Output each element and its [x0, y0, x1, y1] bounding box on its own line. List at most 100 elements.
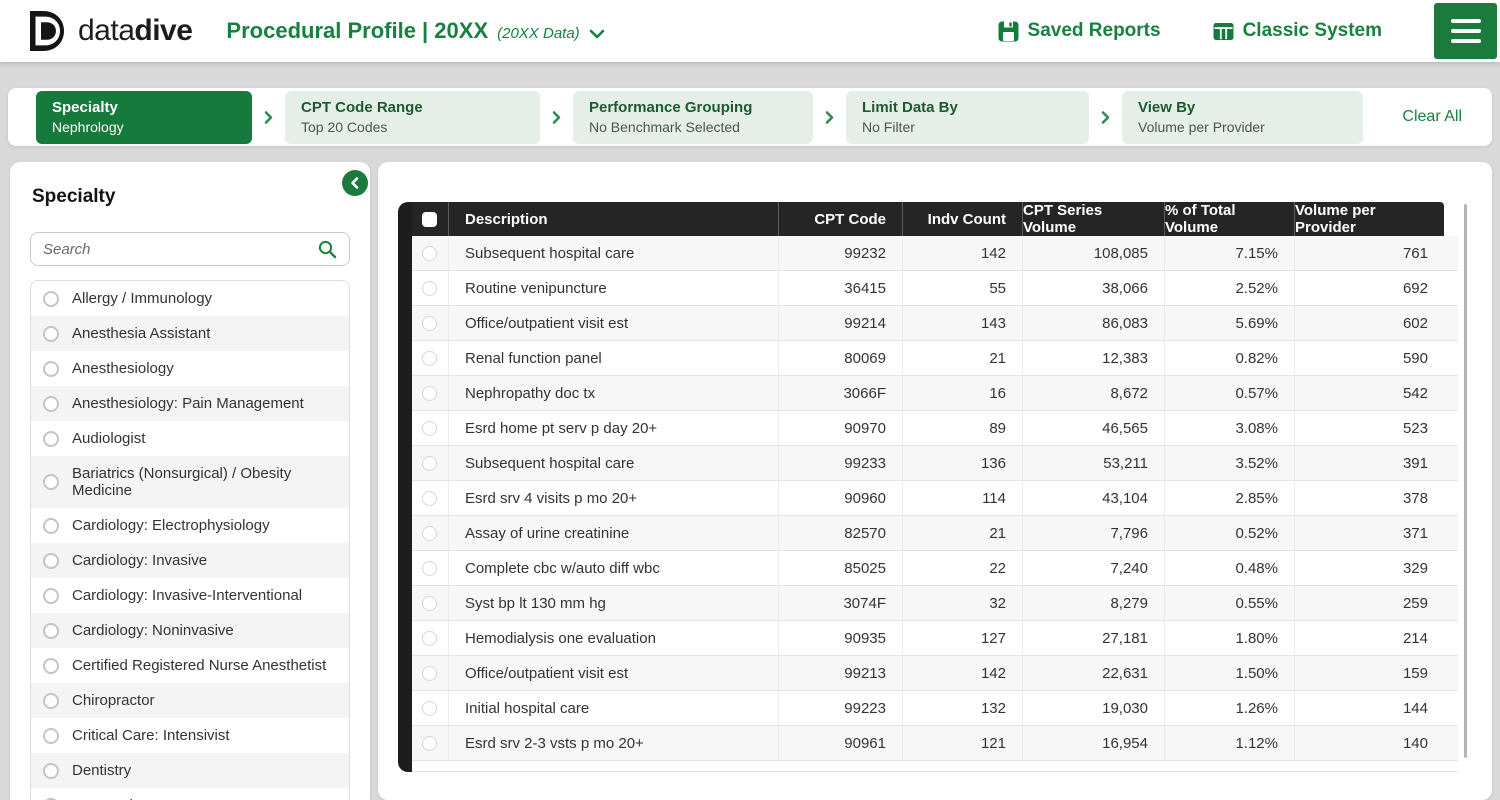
- row-checkbox[interactable]: [422, 595, 437, 611]
- specialty-list-item[interactable]: Anesthesiology: Pain Management: [31, 386, 349, 421]
- radio-button[interactable]: [43, 474, 59, 490]
- row-checkbox-cell: [411, 481, 448, 515]
- radio-button[interactable]: [43, 587, 59, 604]
- specialty-list-item[interactable]: Cardiology: Noninvasive: [31, 613, 349, 648]
- sidebar-collapse-button[interactable]: [342, 170, 368, 196]
- filter-step[interactable]: Performance Grouping No Benchmark Select…: [573, 90, 813, 144]
- table-scrollbar[interactable]: [1464, 204, 1467, 758]
- page-title: Procedural Profile | 20XX: [226, 18, 489, 43]
- content-area: Specialty Allergy / Immunology Anesthesi…: [10, 162, 1492, 800]
- row-checkbox[interactable]: [422, 630, 437, 646]
- specialty-list-item[interactable]: Cardiology: Electrophysiology: [31, 508, 349, 543]
- row-checkbox[interactable]: [422, 420, 437, 436]
- specialty-list-item[interactable]: Chiropractor: [31, 683, 349, 718]
- row-checkbox[interactable]: [422, 245, 437, 261]
- cell-cpt-code: 99233: [778, 446, 902, 480]
- specialty-item-label: Bariatrics (Nonsurgical) / Obesity Medic…: [72, 465, 292, 499]
- row-checkbox[interactable]: [422, 315, 437, 331]
- logo-wordmark: datadive: [78, 14, 193, 48]
- radio-button[interactable]: [43, 657, 59, 674]
- cell-description: Subsequent hospital care: [448, 236, 778, 270]
- cell-cpt-code: 90961: [778, 726, 902, 760]
- specialty-list-item[interactable]: Allergy / Immunology: [31, 281, 349, 316]
- radio-button[interactable]: [43, 692, 59, 709]
- row-checkbox[interactable]: [422, 385, 437, 401]
- specialty-list-item[interactable]: Dentistry: [31, 753, 349, 788]
- hamburger-menu-button[interactable]: [1434, 3, 1497, 59]
- saved-reports-link[interactable]: Saved Reports: [998, 20, 1161, 42]
- column-header-pct-total-volume[interactable]: % of Total Volume: [1164, 202, 1294, 236]
- radio-button[interactable]: [43, 430, 59, 447]
- radio-button[interactable]: [43, 360, 59, 377]
- cell-cpt-code: 90960: [778, 481, 902, 515]
- specialty-list-item[interactable]: Dermatology: [31, 788, 349, 800]
- specialty-list-item[interactable]: Cardiology: Invasive-Interventional: [31, 578, 349, 613]
- specialty-item-label: Critical Care: Intensivist: [72, 727, 230, 744]
- specialty-list-item[interactable]: Certified Registered Nurse Anesthetist: [31, 648, 349, 683]
- report-title-dropdown[interactable]: Procedural Profile | 20XX (20XX Data): [226, 18, 604, 44]
- cell-pct-total-volume: 0.55%: [1164, 586, 1294, 620]
- cell-cpt-code: 85025: [778, 551, 902, 585]
- specialty-list-item[interactable]: Anesthesiology: [31, 351, 349, 386]
- row-gutter: [1444, 341, 1458, 375]
- search-input[interactable]: [43, 240, 318, 258]
- specialty-list-item[interactable]: Cardiology: Invasive: [31, 543, 349, 578]
- radio-button[interactable]: [43, 622, 59, 639]
- table-row: Office/outpatient visit est 99213 142 22…: [411, 656, 1458, 691]
- row-checkbox[interactable]: [422, 735, 437, 751]
- clear-all-button[interactable]: Clear All: [1402, 108, 1462, 125]
- row-checkbox[interactable]: [422, 490, 437, 506]
- radio-button[interactable]: [43, 517, 59, 534]
- table-columns-icon: [1213, 22, 1234, 40]
- chevron-down-icon: [589, 26, 605, 44]
- specialty-list-item[interactable]: Anesthesia Assistant: [31, 316, 349, 351]
- cell-cpt-series-volume: 38,066: [1022, 271, 1164, 305]
- row-checkbox[interactable]: [422, 350, 437, 366]
- cell-description: Esrd home pt serv p day 20+: [448, 411, 778, 445]
- cell-indv-count: 121: [902, 726, 1022, 760]
- filter-step[interactable]: Limit Data By No Filter: [846, 90, 1089, 144]
- row-checkbox[interactable]: [422, 665, 437, 681]
- sidebar-title: Specialty: [32, 186, 116, 207]
- specialty-item-label: Chiropractor: [72, 692, 155, 709]
- cell-cpt-code: 36415: [778, 271, 902, 305]
- column-header-description[interactable]: Description: [448, 202, 778, 236]
- row-checkbox-cell: [411, 271, 448, 305]
- filter-step[interactable]: Specialty Nephrology: [36, 90, 252, 144]
- cell-cpt-series-volume: 7,796: [1022, 516, 1164, 550]
- specialty-list-item[interactable]: Critical Care: Intensivist: [31, 718, 349, 753]
- cell-pct-total-volume: 0.57%: [1164, 376, 1294, 410]
- classic-system-link[interactable]: Classic System: [1213, 20, 1382, 42]
- cell-indv-count: 89: [902, 411, 1022, 445]
- row-checkbox[interactable]: [422, 700, 437, 716]
- column-header-cpt-series-volume[interactable]: CPT Series Volume: [1022, 202, 1164, 236]
- column-header-cpt-code[interactable]: CPT Code: [778, 202, 902, 236]
- radio-button[interactable]: [43, 395, 59, 412]
- radio-button[interactable]: [43, 552, 59, 569]
- cell-description: Nephropathy doc tx: [448, 376, 778, 410]
- cell-indv-count: 21: [902, 516, 1022, 550]
- radio-button[interactable]: [43, 727, 59, 744]
- filter-step[interactable]: View By Volume per Provider: [1122, 90, 1363, 144]
- filter-step[interactable]: CPT Code Range Top 20 Codes: [285, 90, 540, 144]
- specialty-sidebar: Specialty Allergy / Immunology Anesthesi…: [10, 162, 370, 800]
- cell-pct-total-volume: 1.26%: [1164, 691, 1294, 725]
- radio-button[interactable]: [43, 325, 59, 342]
- table-row: Renal function panel 80069 21 12,383 0.8…: [411, 341, 1458, 376]
- filter-breadcrumb-bar: Specialty Nephrology CPT Code Range Top …: [8, 88, 1492, 146]
- row-checkbox[interactable]: [422, 560, 437, 576]
- table-header-row: Description CPT Code Indv Count CPT Seri…: [411, 202, 1458, 236]
- specialty-list-item[interactable]: Audiologist: [31, 421, 349, 456]
- row-checkbox[interactable]: [422, 525, 437, 541]
- radio-button[interactable]: [43, 762, 59, 779]
- row-checkbox[interactable]: [422, 455, 437, 471]
- cell-indv-count: 55: [902, 271, 1022, 305]
- specialty-list-item[interactable]: Bariatrics (Nonsurgical) / Obesity Medic…: [31, 456, 349, 508]
- select-all-checkbox[interactable]: [422, 211, 437, 227]
- column-header-indv-count[interactable]: Indv Count: [902, 202, 1022, 236]
- radio-button[interactable]: [43, 290, 59, 307]
- column-header-volume-per-provider[interactable]: Volume per Provider: [1294, 202, 1444, 236]
- row-checkbox[interactable]: [422, 280, 437, 296]
- cell-cpt-code: 90970: [778, 411, 902, 445]
- classic-system-label: Classic System: [1242, 20, 1382, 41]
